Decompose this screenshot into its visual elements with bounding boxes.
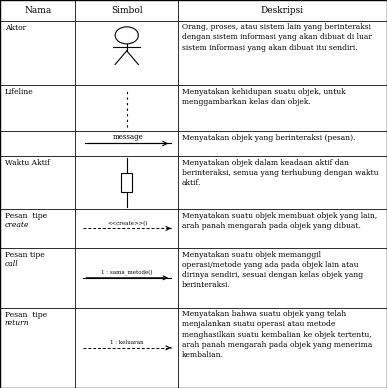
- Bar: [75, 308, 178, 388]
- Text: Lifeline: Lifeline: [5, 88, 33, 96]
- Bar: [75, 21, 178, 85]
- Bar: [0, 248, 75, 308]
- Text: Menyatakan objek dalam keadaan aktif dan
berinteraksi, semua yang terhubung deng: Menyatakan objek dalam keadaan aktif dan…: [182, 159, 378, 187]
- Bar: [75, 0, 178, 21]
- Text: Menyatakan objek yang berinteraksi (pesan).: Menyatakan objek yang berinteraksi (pesa…: [182, 133, 355, 142]
- Bar: [0, 21, 75, 85]
- Bar: [122, 173, 132, 192]
- Text: Menyatakan suatu objek membuat objek yang lain,
arah panah mengarah pada objek y: Menyatakan suatu objek membuat objek yan…: [182, 211, 377, 230]
- Text: Pesan tipe: Pesan tipe: [5, 251, 45, 259]
- Bar: [178, 131, 387, 156]
- Text: Pesan  tipe: Pesan tipe: [5, 212, 47, 220]
- Bar: [178, 21, 387, 85]
- Text: Menyatakan kehidupan suatu objek, untuk
menggambarkan kelas dan objek.: Menyatakan kehidupan suatu objek, untuk …: [182, 88, 346, 106]
- Text: Nama: Nama: [24, 6, 51, 15]
- Text: 1 : keluaran: 1 : keluaran: [110, 340, 144, 345]
- Bar: [0, 131, 75, 156]
- Bar: [178, 248, 387, 308]
- Bar: [178, 308, 387, 388]
- Bar: [0, 308, 75, 388]
- Text: create: create: [5, 220, 29, 229]
- Text: Menyatakan bahwa suatu objek yang telah
menjalankan suatu operasi atau metode
me: Menyatakan bahwa suatu objek yang telah …: [182, 310, 372, 359]
- Text: return: return: [5, 319, 29, 327]
- Text: message: message: [113, 133, 144, 141]
- Bar: [0, 156, 75, 209]
- Text: Waktu Aktif: Waktu Aktif: [5, 159, 50, 167]
- Text: Aktor: Aktor: [5, 24, 26, 32]
- Bar: [75, 248, 178, 308]
- Text: Simbol: Simbol: [111, 6, 142, 15]
- Text: <<create>>(): <<create>>(): [107, 221, 147, 226]
- Bar: [178, 85, 387, 131]
- Bar: [0, 85, 75, 131]
- Bar: [178, 156, 387, 209]
- Text: 1 : sama_metode(): 1 : sama_metode(): [101, 269, 153, 275]
- Bar: [75, 209, 178, 248]
- Text: Pesan  tipe: Pesan tipe: [5, 311, 47, 319]
- Bar: [75, 156, 178, 209]
- Text: Orang, proses, atau sistem lain yang berinteraksi
dengan sistem informasi yang a: Orang, proses, atau sistem lain yang ber…: [182, 23, 372, 52]
- Text: Deskripsi: Deskripsi: [261, 6, 304, 15]
- Bar: [178, 209, 387, 248]
- Bar: [0, 209, 75, 248]
- Bar: [178, 0, 387, 21]
- Bar: [0, 0, 75, 21]
- Text: call: call: [5, 260, 19, 268]
- Text: Menyatakan suatu objek memanggil
operasi/metode yang ada pada objek lain atau
di: Menyatakan suatu objek memanggil operasi…: [182, 251, 363, 289]
- Bar: [75, 131, 178, 156]
- Bar: [75, 85, 178, 131]
